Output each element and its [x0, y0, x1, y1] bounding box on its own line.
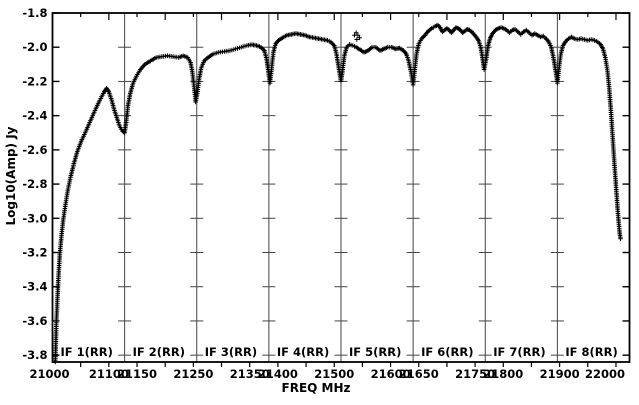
- x-tick-label: 21000: [29, 367, 69, 381]
- x-tick-label: 21750: [455, 367, 495, 381]
- y-tick-label: -2.4: [22, 109, 47, 123]
- x-tick-label: 21600: [371, 367, 411, 381]
- bandpass-curve-markers: [53, 22, 623, 365]
- if-panel-label: IF 3(RR): [205, 345, 257, 359]
- plot-border: [51, 12, 631, 363]
- if-panel-label: IF 5(RR): [349, 345, 401, 359]
- x-tick-label: 21400: [258, 367, 298, 381]
- x-tick-label: 21650: [399, 367, 439, 381]
- if-panel-label: IF 8(RR): [565, 345, 617, 359]
- x-tick-label: 21800: [483, 367, 523, 381]
- chart-generated-layer: -1.8 -2.0 -2.2 -2.4 -2.6 -2.8 -3.0 -3.2 -3.4 -3.6…: [22, 6, 631, 381]
- y-tick-label: -3.4: [22, 280, 47, 294]
- y-tick-label: -2.2: [22, 74, 47, 88]
- x-tick-label: 22000: [585, 367, 625, 381]
- x-tick-label: 21100: [89, 367, 129, 381]
- x-tick-label: 21250: [173, 367, 213, 381]
- if-panel-label: IF 6(RR): [421, 345, 473, 359]
- y-tick-label: -3.2: [22, 246, 47, 260]
- bandpass-curve-line: [54, 24, 622, 363]
- x-tick-label: 21350: [230, 367, 270, 381]
- y-tick-label: -1.8: [22, 6, 47, 20]
- y-tick-label: -3.6: [22, 314, 47, 328]
- if-panel-label: IF 4(RR): [277, 345, 329, 359]
- x-tick-label: 21150: [117, 367, 157, 381]
- y-tick-label: -2.6: [22, 143, 47, 157]
- y-tick-label: -2.0: [22, 40, 47, 54]
- if-panel-label: IF 2(RR): [133, 345, 185, 359]
- y-tick-label: -2.8: [22, 177, 47, 191]
- x-tick-label: 21500: [314, 367, 354, 381]
- if-panel-label: IF 7(RR): [493, 345, 545, 359]
- if-panel-label: IF 1(RR): [61, 345, 113, 359]
- x-tick-label: 21900: [540, 367, 580, 381]
- y-axis-title: Log10(Amp) Jy: [4, 126, 18, 225]
- y-tick-label: -3.8: [22, 348, 47, 362]
- y-tick-label: -3.0: [22, 211, 47, 225]
- x-axis-title: FREQ MHz: [282, 381, 351, 395]
